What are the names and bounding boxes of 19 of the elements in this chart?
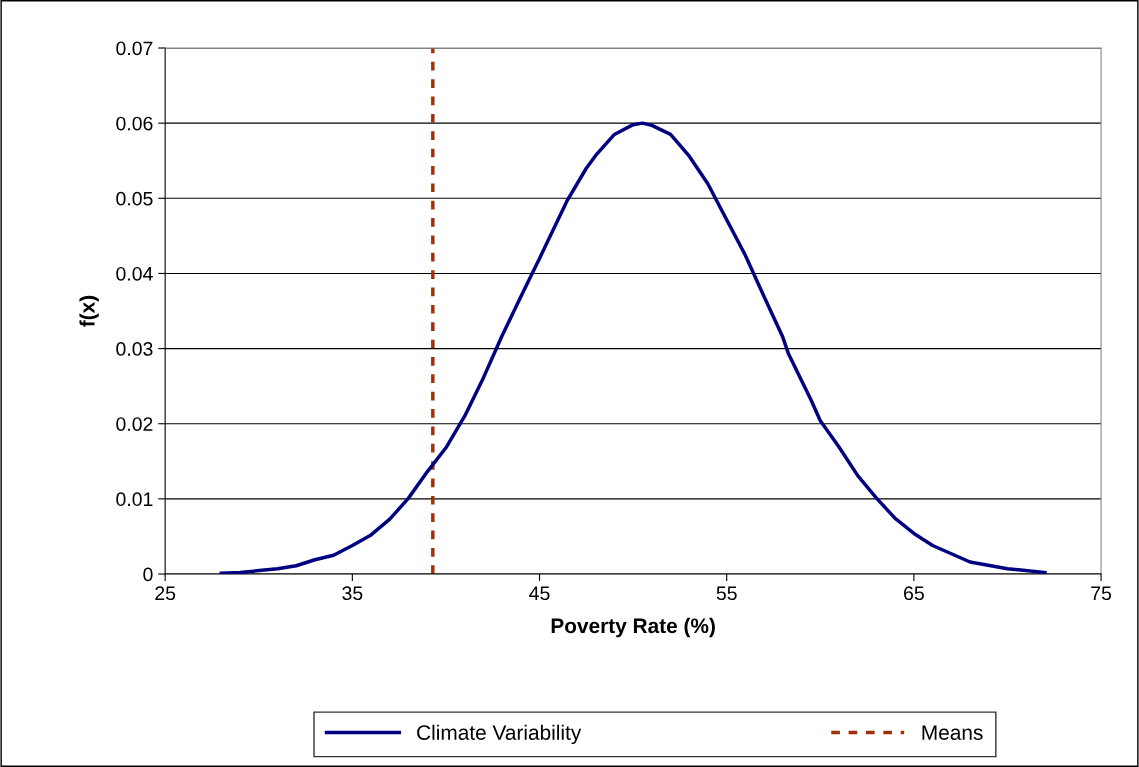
line-series (219, 121, 1047, 575)
y-tick-label: 0 (143, 567, 153, 582)
y-tick-label: 0.06 (116, 116, 153, 131)
y-tick-label: 0.07 (116, 41, 153, 56)
y-tick-label: 0.02 (116, 417, 153, 431)
x-tick-label: 65 (904, 586, 924, 601)
x-tick-label: 35 (342, 586, 363, 601)
x-axis-title: Poverty Rate (%) (551, 617, 715, 638)
y-tick-label: 0.05 (116, 191, 153, 206)
y-tick-label: 0.03 (116, 342, 153, 356)
x-tick-label: 25 (155, 586, 176, 601)
legend-label: Climate Variability (417, 724, 582, 745)
y-tick-label: 0.01 (116, 492, 153, 507)
x-tick-label: 55 (716, 586, 737, 601)
y-tick-label: 0.04 (116, 266, 153, 281)
x-tick-label: 45 (529, 586, 550, 601)
x-tick-label: 75 (1091, 586, 1112, 601)
y-axis-title: f(x) (79, 295, 99, 327)
legend-label: Means (922, 725, 983, 740)
